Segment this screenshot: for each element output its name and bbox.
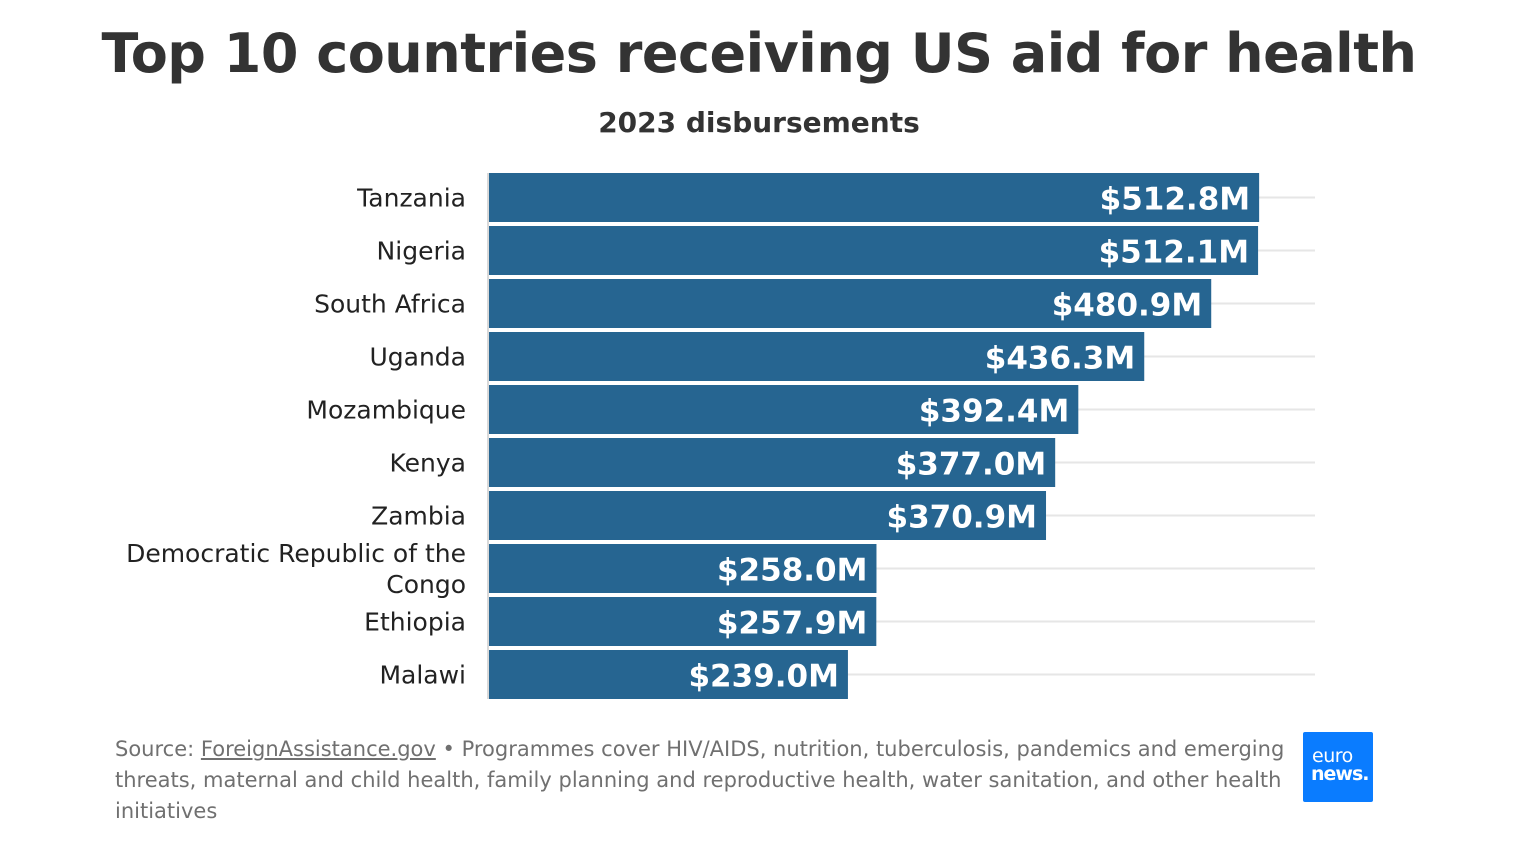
source-prefix: Source: (115, 737, 201, 761)
category-label: Democratic Republic of the Congo (126, 539, 466, 599)
bar (489, 650, 848, 699)
bar (489, 332, 1145, 381)
bar-value-label: $512.8M (1100, 182, 1250, 218)
source-link[interactable]: ForeignAssistance.gov (200, 737, 436, 761)
category-label: Tanzania (356, 184, 466, 213)
category-label: Zambia (371, 502, 466, 531)
bar (489, 491, 1047, 540)
chart-subtitle: 2023 disbursements (598, 106, 920, 139)
bar-value-label: $512.1M (1099, 235, 1249, 271)
bar (489, 279, 1212, 328)
logo-line-1: euro (1312, 745, 1353, 767)
category-label: Nigeria (377, 237, 466, 266)
bar-value-label: $436.3M (985, 341, 1135, 377)
bar-value-label: $370.9M (887, 500, 1037, 536)
bar (489, 226, 1259, 275)
bar (489, 173, 1260, 222)
chart-title: Top 10 countries receiving US aid for he… (101, 22, 1417, 85)
category-label: Uganda (369, 343, 466, 372)
bar-value-label: $239.0M (688, 659, 838, 695)
bar-value-label: $392.4M (919, 394, 1069, 430)
bar-value-label: $377.0M (896, 447, 1046, 483)
bar (489, 597, 877, 646)
source-description: • Programmes cover HIV/AIDS, nutrition, … (115, 737, 1285, 823)
bar (489, 544, 877, 593)
source-note: Source: ForeignAssistance.gov • Programm… (115, 734, 1290, 827)
bar-value-label: $257.9M (717, 606, 867, 642)
category-label: Ethiopia (364, 608, 466, 637)
category-label: South Africa (314, 290, 466, 319)
euronews-logo[interactable]: euro news. (1303, 732, 1373, 802)
bar (489, 385, 1079, 434)
logo-line-2: news. (1311, 763, 1369, 785)
category-label: Mozambique (306, 396, 466, 425)
bar (489, 438, 1056, 487)
bar-value-label: $258.0M (717, 553, 867, 589)
category-label: Kenya (390, 449, 467, 478)
category-label: Malawi (379, 661, 466, 690)
bar-value-label: $480.9M (1052, 288, 1202, 324)
